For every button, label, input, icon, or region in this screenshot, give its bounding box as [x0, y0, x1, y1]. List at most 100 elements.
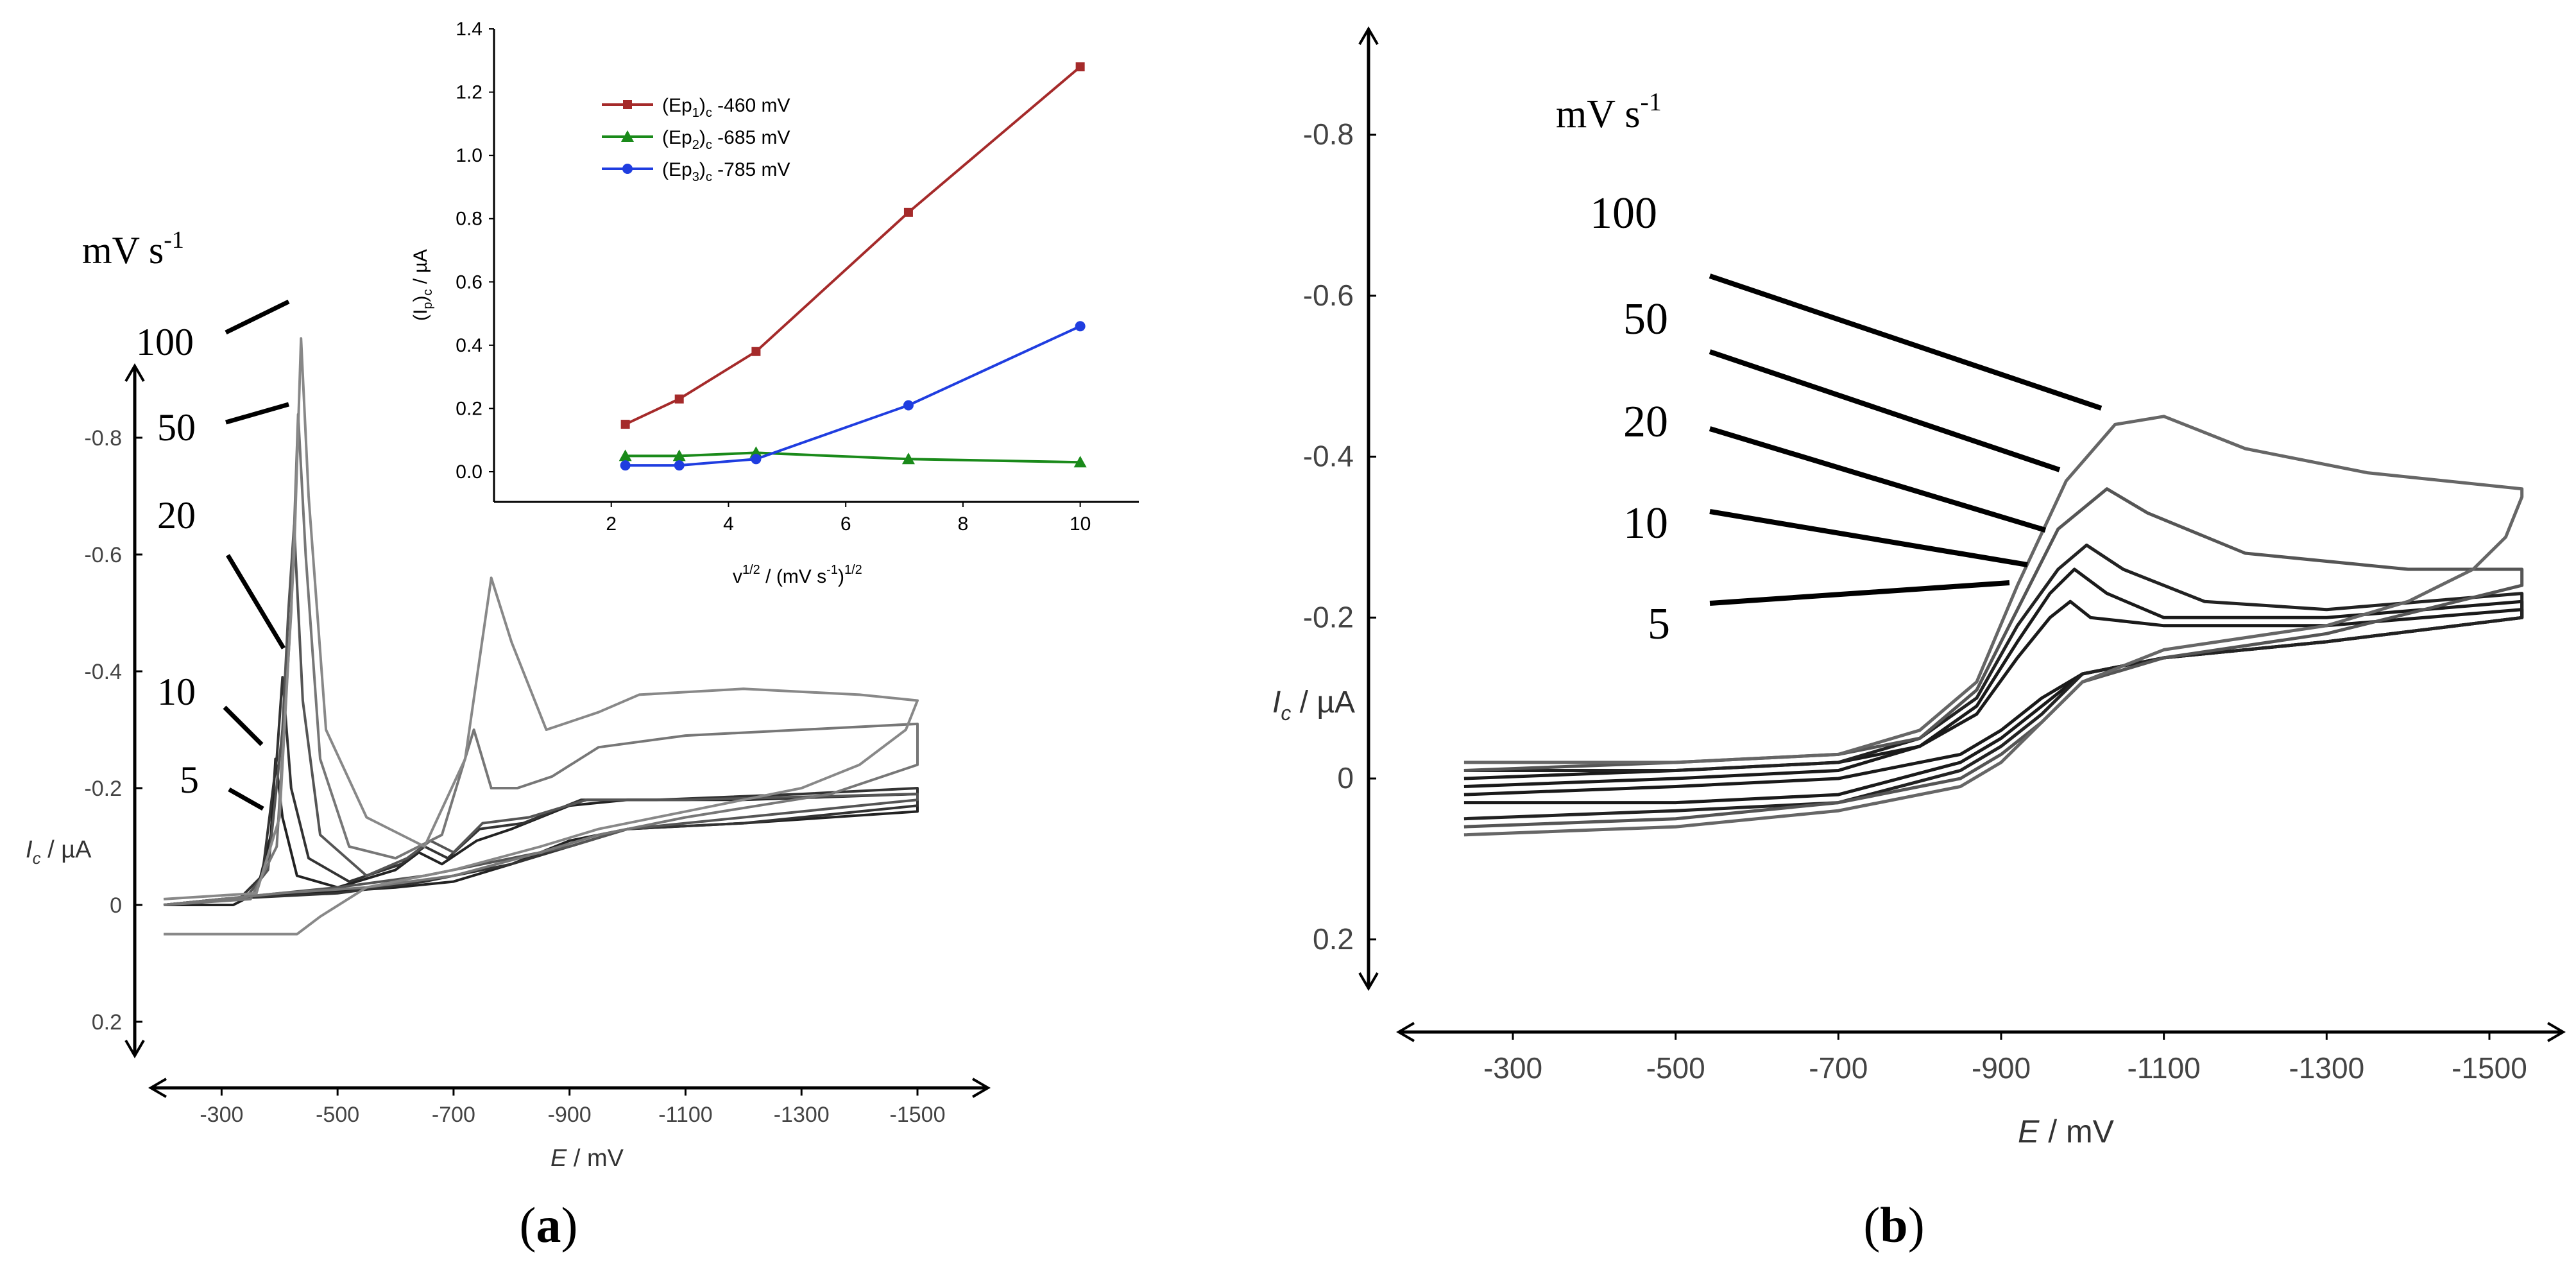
- inset-legend-label-ep1: (Ep1)c -460 mV: [662, 95, 790, 120]
- panel-b-y-tick-label: 0: [1337, 761, 1354, 795]
- panel-a-cv-curve-50: [163, 413, 919, 906]
- inset-point-ep2: [749, 446, 763, 458]
- panel-a-curves: [163, 337, 919, 936]
- panel-a-rate-label-20: 20: [157, 494, 196, 537]
- panel-a-leader-20: [225, 554, 286, 650]
- inset-y-tick-label: 0.2: [456, 398, 482, 419]
- panel-b-y-tick-label: 0.2: [1313, 922, 1354, 956]
- panel-a-x-tick-label: -1500: [890, 1103, 946, 1127]
- inset-legend-marker-ep3: [622, 164, 633, 174]
- inset-x-tick-label: 8: [958, 513, 969, 535]
- inset-y-tick-label: 1.4: [456, 19, 482, 40]
- inset-series-line-ep3: [625, 325, 1081, 467]
- panel-a-y-tick-label: -0.4: [84, 660, 122, 684]
- panel-b-x-tick-label: -1300: [2289, 1051, 2365, 1085]
- panel-b-scan-rate-unit: mV s-1: [1556, 87, 1662, 136]
- panel-b-x-axis-label: E / mV: [2018, 1114, 2115, 1149]
- panel-b-x-ticks: -300 -500 -700 -900 -1100 -1300 -1500: [1483, 1032, 2527, 1085]
- inset-series-line-ep1: [624, 65, 1081, 426]
- panel-a-y-axis-label: Ic / µA: [26, 836, 92, 868]
- inset-x-tick-label: 6: [840, 513, 851, 535]
- panel-a-y-tick-label: 0: [110, 893, 122, 918]
- panel-b-leader-20: [1709, 426, 2047, 533]
- inset-point-ep2: [672, 449, 686, 461]
- inset-chart: 0.0 0.2 0.4 0.6 0.8 1.0 1.2 1.4 2 4 6 8 10 (Ip)c / …: [410, 19, 1139, 587]
- panel-b-leader-100: [1709, 273, 2103, 411]
- panel-b-rate-label-20: 20: [1623, 397, 1668, 447]
- panel-a-label: (a): [520, 1197, 578, 1253]
- panel-b-x-tick-label: -1100: [2128, 1051, 2201, 1085]
- panel-a-leader-5: [228, 787, 264, 811]
- inset-point-ep1: [903, 207, 913, 217]
- panel-b-x-tick-label: -900: [1972, 1051, 2031, 1085]
- panel-a-y-tick-label: 0.2: [92, 1010, 122, 1035]
- panel-a-leader-lines: [223, 299, 290, 811]
- panel-a-leader-100: [225, 299, 290, 335]
- inset-legend-label-ep2: (Ep2)c -685 mV: [662, 127, 790, 152]
- panel-b-y-tick-label: -0.6: [1303, 279, 1354, 312]
- panel-b-y-axis-label: Ic / µA: [1272, 685, 1355, 725]
- panel-a-x-arrow-right: [971, 1078, 991, 1098]
- panel-b-rate-label-50: 50: [1623, 295, 1668, 344]
- inset-point-ep3: [674, 460, 685, 471]
- panel-b-x-tick-label: -300: [1483, 1051, 1542, 1085]
- panel-b-x-arrow-right: [2546, 1022, 2566, 1042]
- panel-a-x-axis-label: E / mV: [550, 1145, 624, 1172]
- panel-a-rate-label-5: 5: [180, 759, 199, 801]
- panel-a-y-arrow-top: [124, 363, 145, 383]
- inset-legend-entry-ep1: (Ep1)c -460 mV: [602, 95, 790, 120]
- panel-a-x-tick-label: -900: [548, 1103, 592, 1127]
- panel-a-cv-curve-100: [163, 337, 919, 936]
- panel-b-rate-label-100: 100: [1590, 189, 1657, 238]
- panel-a-y-arrow-bottom: [124, 1039, 145, 1058]
- panel-b-x-arrow-left: [1396, 1022, 1415, 1042]
- inset-x-ticks: 2 4 6 8 10: [606, 502, 1091, 535]
- panel-a-rate-label-10: 10: [157, 671, 196, 713]
- inset-point-ep2: [1073, 456, 1087, 468]
- inset-legend-label-ep3: (Ep3)c -785 mV: [662, 159, 790, 184]
- panel-b-y-tick-label: -0.8: [1303, 117, 1354, 151]
- panel-a-x-tick-label: -500: [316, 1103, 359, 1127]
- inset-point-ep3: [1075, 321, 1086, 332]
- panel-a-y-tick-label: -0.6: [84, 543, 122, 567]
- panel-b-x-tick-label: -500: [1646, 1051, 1705, 1085]
- inset-y-tick-label: 0.6: [456, 271, 482, 293]
- inset-point-ep3: [903, 400, 914, 411]
- inset-y-axis-label: (Ip)c / µA: [410, 249, 435, 321]
- inset-point-ep1: [1075, 62, 1085, 72]
- inset-x-tick-label: 4: [723, 513, 734, 535]
- inset-series: [618, 62, 1087, 471]
- panel-a-rate-label-100: 100: [136, 321, 194, 363]
- panel-b-y-arrow-bottom: [1358, 972, 1379, 991]
- panel-a-y-tick-label: -0.2: [84, 777, 122, 801]
- inset-series-line-ep2: [625, 451, 1080, 464]
- inset-legend-marker-ep1: [623, 100, 632, 109]
- inset-legend: (Ep1)c -460 mV (Ep2)c -685 mV (Ep3)c -78…: [602, 95, 790, 184]
- panel-b-rate-label-10: 10: [1623, 499, 1668, 548]
- panel-b-cv-curve-50: [1463, 487, 2524, 829]
- panel-a: 0.2 0 -0.2 -0.4 -0.6 -0.8 -300 -500 -700 -900 -11…: [26, 227, 991, 1172]
- panel-b-rate-labels: 100 50 20 10 5: [1590, 189, 1670, 649]
- panel-b-x-tick-label: -1500: [2452, 1051, 2527, 1085]
- panel-a-leader-50: [225, 402, 289, 425]
- panel-b-y-arrow-top: [1358, 26, 1379, 46]
- panel-a-x-tick-label: -300: [200, 1103, 243, 1127]
- panel-b-cv-curve-100: [1463, 415, 2524, 837]
- inset-point-ep1: [620, 420, 630, 429]
- inset-y-tick-label: 0.8: [456, 209, 482, 230]
- panel-b-rate-label-5: 5: [1648, 599, 1670, 649]
- inset-legend-entry-ep3: (Ep3)c -785 mV: [602, 159, 790, 184]
- panel-b-label: (b): [1863, 1197, 1924, 1253]
- inset-y-ticks: 0.0 0.2 0.4 0.6 0.8 1.0 1.2 1.4: [456, 19, 494, 483]
- inset-point-ep2: [901, 452, 915, 465]
- inset-point-ep3: [751, 454, 762, 465]
- inset-y-tick-label: 1.2: [456, 82, 482, 103]
- panel-b-leader-lines: [1709, 273, 2103, 606]
- panel-b-y-ticks: 0.2 0 -0.2 -0.4 -0.6 -0.8: [1303, 117, 1376, 956]
- panel-b-leader-10: [1709, 509, 2028, 567]
- inset-point-ep1: [674, 394, 684, 404]
- panel-a-leader-10: [223, 705, 264, 746]
- inset-x-tick-label: 2: [606, 513, 617, 535]
- inset-point-ep1: [751, 347, 761, 356]
